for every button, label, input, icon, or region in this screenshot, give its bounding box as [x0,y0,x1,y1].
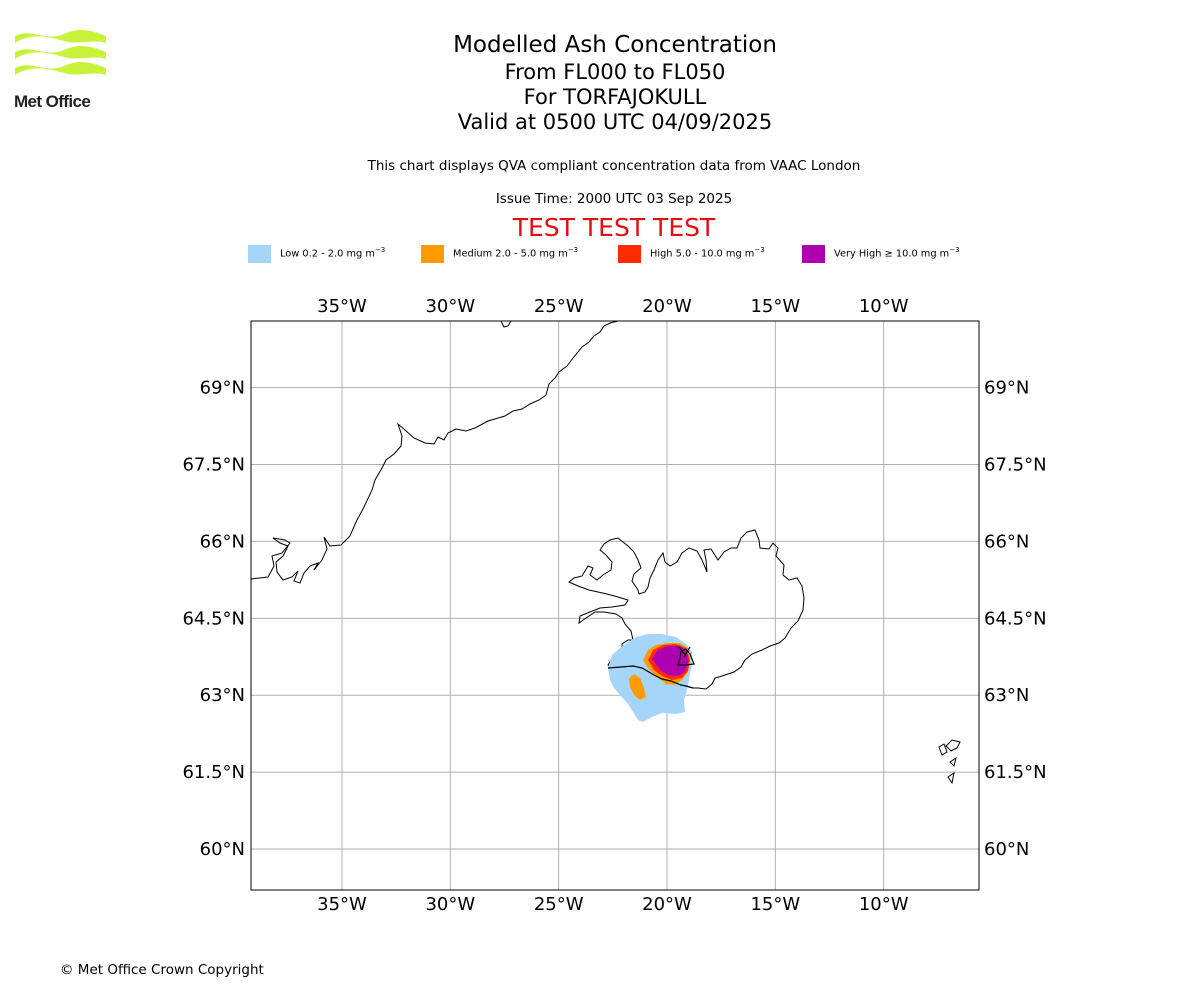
lat-tick-label-right: 69°N [984,378,1029,399]
issue-time: Issue Time: 2000 UTC 03 Sep 2025 [495,191,733,207]
lon-tick-label-bottom: 15°W [750,894,800,915]
lat-tick-label-right: 61.5°N [984,762,1047,783]
map-gridlines [251,321,979,890]
faroe-islands [938,739,961,785]
valid-time: Valid at 0500 UTC 04/09/2025 [457,110,773,134]
lon-tick-label-top: 10°W [859,296,909,317]
greenland-coastline [250,320,619,584]
legend-unit-exponent: −3 [374,246,386,254]
lon-tick-label-top: 35°W [317,296,367,317]
source-marker-lines [678,646,691,658]
lon-tick-label-bottom: 10°W [859,894,909,915]
lon-tick-label-bottom: 30°W [425,894,475,915]
met-office-logo: Met Office [14,30,108,114]
lat-tick-label-right: 66°N [984,531,1029,552]
lat-tick-label-right: 67.5°N [984,455,1047,476]
coastlines [250,320,961,785]
lat-tick-label-left: 69°N [200,378,245,399]
map-tick-labels: 35°W 35°W 30°W 30°W 25°W 25°W 20°W 20°W 15°W 15°W… [182,296,1046,915]
legend-unit-exponent: −3 [567,246,579,254]
lat-tick-label-right: 60°N [984,839,1029,860]
lon-tick-label-top: 20°W [642,296,692,317]
lat-tick-label-left: 66°N [200,531,245,552]
lon-tick-label-bottom: 35°W [317,894,367,915]
greenland-coastline-north [500,320,512,328]
lon-tick-label-top: 15°W [750,296,800,317]
lon-tick-label-bottom: 25°W [534,894,584,915]
legend-unit-exponent: −3 [754,246,765,254]
legend-swatch-very-high [802,245,825,263]
chart-description: This chart displays QVA compliant concen… [367,158,861,174]
test-banner: TEST TEST TEST [512,213,716,242]
lat-tick-label-left: 64.5°N [182,608,245,629]
copyright: © Met Office Crown Copyright [60,962,264,978]
lat-tick-label-left: 63°N [200,685,245,706]
lon-tick-label-top: 25°W [534,296,584,317]
iceland-south-coast-overlay [607,646,695,689]
legend-label-very-high: Very High ≥ 10.0 mg m [834,248,950,260]
source-marker-outline [677,648,695,666]
lat-tick-label-left: 61.5°N [182,762,245,783]
ash-cloud [608,634,692,722]
legend-unit-exponent: −3 [949,246,960,254]
lat-tick-label-left: 60°N [200,839,245,860]
legend-swatch-medium [421,245,444,263]
lat-tick-label-left: 67.5°N [182,455,245,476]
chart-title: Modelled Ash Concentration [453,32,777,58]
legend: Low 0.2 - 2.0 mg m−3 Medium 2.0 - 5.0 mg… [0,244,1200,264]
legend-swatch-low [248,245,271,263]
flight-levels: From FL000 to FL050 [504,60,726,84]
lat-tick-label-right: 64.5°N [984,608,1047,629]
lat-tick-label-right: 63°N [984,685,1029,706]
legend-label-medium: Medium 2.0 - 5.0 mg m [453,248,568,260]
iceland-coastline [568,529,805,690]
legend-label-low: Low 0.2 - 2.0 mg m [280,248,375,260]
legend-swatch-high [618,245,641,263]
legend-label-high: High 5.0 - 10.0 mg m [650,248,755,260]
ash-area-medium-south [629,674,646,700]
lon-tick-label-top: 30°W [425,296,475,317]
volcano-name: For TORFAJOKULL [523,85,707,109]
met-office-waves-icon [15,30,106,75]
lon-tick-label-bottom: 20°W [642,894,692,915]
title-block: Modelled Ash Concentration From FL000 to… [415,30,815,135]
ash-area-very-high [652,646,688,676]
logo-text: Met Office [14,92,91,111]
map-frame [250,320,980,891]
